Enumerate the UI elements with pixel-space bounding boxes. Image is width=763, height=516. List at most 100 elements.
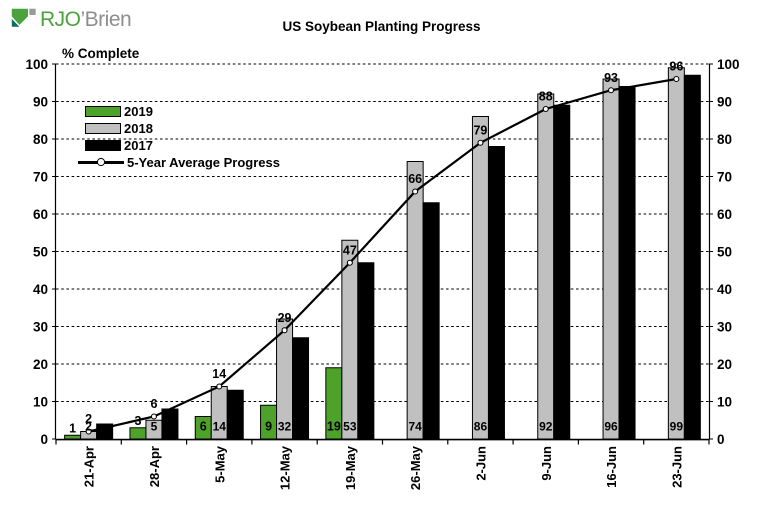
y-tick-label-right: 10: [717, 394, 732, 409]
avg-progress-marker: [216, 383, 223, 390]
legend: 2019 2018 2017 5-Year Average Progress: [78, 103, 280, 171]
bar-2018-16-Jun: [602, 78, 620, 440]
bar-2017-2-Jun: [487, 146, 505, 440]
legend-label-2017: 2017: [124, 138, 153, 153]
x-category-label: 16-Jun: [604, 446, 619, 488]
y-tick-label-left: 60: [33, 207, 48, 222]
bar-2017-12-May: [292, 337, 310, 440]
y-tick-label-left: 20: [33, 357, 48, 372]
y-tick-label-right: 70: [717, 169, 732, 184]
legend-label-5yr-average: 5-Year Average Progress: [127, 155, 280, 170]
bar-label-2018: 92: [539, 420, 553, 434]
legend-line-marker-icon: [97, 158, 105, 166]
avg-progress-marker: [85, 428, 92, 435]
bar-label-2019: 6: [200, 420, 207, 434]
avg-progress-marker: [412, 188, 419, 195]
avg-line-label: 79: [473, 123, 487, 137]
legend-line-sample: [78, 157, 124, 168]
x-category-label: 19-May: [343, 445, 358, 490]
legend-swatch-2017: [85, 140, 121, 151]
avg-progress-marker: [281, 327, 288, 334]
bar-label-2018: 2: [85, 420, 92, 434]
bar-2017-19-May: [357, 262, 375, 440]
bar-2018-23-Jun: [667, 67, 685, 440]
y-tick-label-right: 80: [717, 132, 732, 147]
x-category-label: 2-Jun: [473, 446, 488, 481]
avg-progress-marker: [346, 259, 353, 266]
bar-label-2018: 53: [343, 420, 357, 434]
y-tick-label-left: 0: [40, 432, 48, 447]
bar-2017-23-Jun: [683, 74, 701, 440]
avg-line-label: 14: [212, 367, 226, 381]
x-category-label: 9-Jun: [539, 446, 554, 481]
bar-2018-2-Jun: [471, 116, 489, 440]
avg-line-label: 96: [669, 60, 683, 74]
legend-item-2019: 2019: [78, 103, 280, 120]
bar-label-2019: 3: [134, 414, 141, 428]
bar-label-2018: 86: [474, 420, 488, 434]
bar-2019-28-Apr: [129, 427, 147, 440]
bar-label-2018: 96: [604, 420, 618, 434]
x-category-label: 21-Apr: [82, 446, 97, 487]
logo-text-secondary: ’Brien: [80, 7, 132, 31]
bar-label-2019: 9: [265, 420, 272, 434]
avg-line-label: 66: [408, 172, 422, 186]
legend-swatch-2018: [85, 123, 121, 134]
y-tick-label-left: 40: [33, 282, 48, 297]
legend-label-2019: 2019: [124, 104, 153, 119]
avg-line-label: 88: [539, 90, 553, 104]
x-category-label: 23-Jun: [669, 446, 684, 488]
avg-progress-marker: [607, 87, 615, 94]
x-category-label: 26-May: [408, 445, 423, 490]
avg-progress-line: [88, 77, 677, 433]
bar-label-2018: 99: [670, 420, 684, 434]
avg-line-label: 2: [85, 412, 92, 426]
y-tick-label-right: 100: [717, 57, 740, 72]
bar-label-2019: 19: [327, 420, 341, 434]
x-category-label: 12-May: [278, 445, 293, 490]
bar-2017-5-May: [226, 389, 244, 440]
rjobrien-logo: RJO’Brien: [10, 6, 132, 33]
y-tick-label-right: 90: [717, 94, 732, 109]
y-tick-label-right: 50: [717, 244, 732, 259]
bar-2017-26-May: [422, 202, 440, 440]
y-axis-title: % Complete: [62, 46, 140, 61]
y-tick-label-left: 100: [25, 57, 48, 72]
legend-item-2018: 2018: [78, 120, 280, 137]
avg-line-label: 47: [343, 243, 357, 257]
legend-label-2018: 2018: [124, 121, 153, 136]
y-tick-label-right: 30: [717, 319, 732, 334]
y-tick-label-right: 60: [717, 207, 732, 222]
y-tick-label-left: 30: [33, 319, 48, 334]
y-tick-label-left: 80: [33, 132, 48, 147]
logo-text-primary: RJO: [40, 7, 81, 31]
avg-line-label: 93: [604, 71, 618, 85]
bar-2018-9-Jun: [537, 93, 555, 440]
bar-2017-16-Jun: [618, 86, 636, 440]
bar-label-2018: 74: [408, 420, 422, 434]
avg-progress-marker: [150, 413, 157, 420]
y-tick-label-right: 0: [717, 432, 725, 447]
x-category-label: 28-Apr: [147, 446, 162, 487]
logo-wordmark: RJO’Brien: [40, 7, 132, 32]
y-tick-label-left: 50: [33, 244, 48, 259]
legend-item-5yr-average: 5-Year Average Progress: [78, 154, 280, 171]
x-category-label: 5-May: [212, 445, 227, 483]
avg-progress-marker: [673, 75, 680, 83]
bar-2019-21-Apr: [64, 434, 82, 440]
bar-label-2018: 5: [151, 420, 158, 434]
avg-progress-marker: [542, 105, 549, 113]
y-tick-label-right: 20: [717, 357, 732, 372]
bar-2018-26-May: [406, 161, 424, 440]
y-tick-label-right: 40: [717, 282, 732, 297]
y-tick-label-left: 70: [33, 169, 48, 184]
legend-item-2017: 2017: [78, 137, 280, 154]
avg-line-label: 29: [278, 311, 292, 325]
bar-label-2018: 32: [278, 420, 292, 434]
legend-swatch-2019: [85, 106, 121, 117]
bar-label-2018: 14: [213, 420, 227, 434]
y-tick-label-left: 90: [33, 94, 48, 109]
avg-line-label: 6: [150, 397, 157, 411]
